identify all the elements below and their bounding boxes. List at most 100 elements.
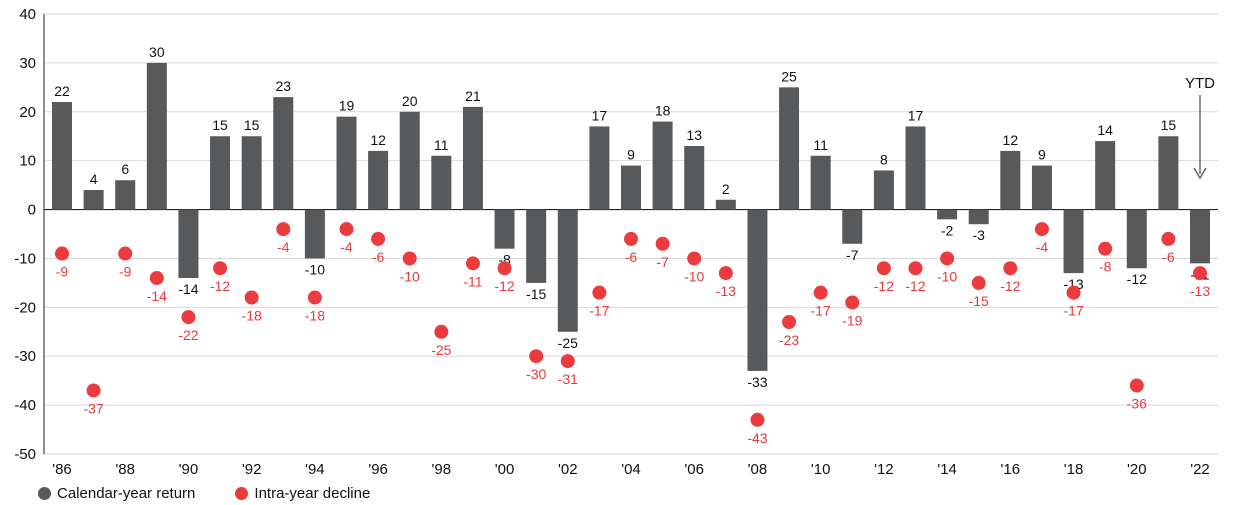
bar-value-label: 2 [722,181,730,197]
bar-value-label: 17 [908,107,924,123]
bar [462,106,483,210]
bar [146,62,167,210]
bar-value-label: -15 [526,286,546,302]
bar-value-label: 9 [1038,147,1046,163]
dot [813,285,828,300]
legend-swatch-dots [235,487,249,500]
dot [181,310,196,325]
bar-value-label: 15 [1161,117,1177,133]
dot-value-label: -43 [747,430,767,446]
dot-value-label: -17 [811,303,831,319]
legend-label-dots: Intra-year decline [254,485,371,502]
dot-value-label: -7 [656,254,669,270]
dot-value-label: -17 [589,303,609,319]
bar [431,155,452,210]
bar [1158,136,1179,210]
bar-value-label: -3 [972,227,985,243]
x-tick-label: '00 [495,461,515,478]
dot-value-label: -12 [210,278,230,294]
dot-value-label: -25 [431,342,451,358]
dot-value-label: -18 [305,308,325,324]
dot-value-label: -17 [1063,303,1083,319]
bar [210,136,231,210]
legend-label-bars: Calendar-year return [57,485,196,502]
y-tick-label: -20 [14,299,36,316]
dot [592,285,607,300]
bar-value-label: -7 [846,247,859,263]
dot-value-label: -12 [1000,278,1020,294]
y-tick-label: 20 [19,104,36,121]
ytd-arrow-head [1193,167,1207,180]
bar [368,150,389,210]
dot [655,236,670,251]
bar-value-label: 6 [121,161,129,177]
bar-value-label: 12 [1003,132,1019,148]
legend-swatch-bars [38,487,51,500]
x-tick-label: '98 [432,461,452,478]
dot-value-label: -6 [372,249,385,265]
bar-value-label: 11 [434,137,449,153]
dot [750,412,765,427]
bar-value-label: -2 [941,222,954,238]
ytd-annotation: YTD [1185,75,1215,92]
bar [747,209,768,371]
x-tick-label: '22 [1190,461,1210,478]
dot-value-label: -31 [558,371,578,387]
dot-value-label: -23 [779,332,799,348]
bar-value-label: 8 [880,151,888,167]
dot [845,295,860,310]
bar [937,209,958,220]
dot-value-label: -36 [1127,396,1147,412]
dot [908,261,923,276]
bar [779,87,800,210]
dot [718,266,733,281]
x-tick-label: '18 [1064,461,1084,478]
dot-value-label: -4 [277,239,290,255]
dot [276,222,291,237]
dot [687,251,702,266]
x-tick-label: '92 [242,461,262,478]
dot [1129,378,1144,393]
bar-value-label: -12 [1127,271,1147,287]
dot-value-label: -18 [242,308,262,324]
bar [557,209,578,332]
x-tick-label: '14 [937,461,957,478]
x-tick-label: '06 [684,461,704,478]
dot-value-label: -11 [463,273,482,289]
dot-value-label: -9 [119,264,132,280]
x-tick-label: '04 [621,461,641,478]
dot [782,315,797,329]
legend: Calendar-year return Intra-year decline [38,485,410,502]
bar-value-label: 15 [212,117,228,133]
bar-value-label: 25 [781,68,797,84]
dot [307,290,322,305]
dot [940,251,955,266]
x-tick-label: '20 [1127,461,1147,478]
bar-value-label: 21 [465,88,481,104]
legend-item-dots: Intra-year decline [235,485,370,502]
dot [1098,241,1113,256]
dot-value-label: -4 [340,239,353,255]
bar [873,170,894,210]
dot [118,246,133,261]
y-tick-label: 10 [19,153,36,170]
bar-value-label: 22 [54,83,70,99]
dot-value-label: -8 [1099,259,1112,275]
dot-value-label: -12 [905,278,925,294]
bar-value-label: 11 [813,137,828,153]
dot-value-label: -14 [147,288,167,304]
dot [86,383,101,398]
bar-value-label: 18 [655,103,671,119]
bar [115,180,136,210]
dot-value-label: -6 [625,249,638,265]
bar [1095,141,1116,210]
dot-value-label: -37 [83,400,103,416]
bar-value-label: 23 [275,78,291,94]
bar-value-label: 12 [370,132,386,148]
dot-value-label: -10 [937,268,957,284]
x-tick-label: '86 [52,461,72,478]
dot-value-label: -13 [716,283,736,299]
dot [434,324,449,339]
dot [55,246,69,261]
dot [1161,231,1176,246]
